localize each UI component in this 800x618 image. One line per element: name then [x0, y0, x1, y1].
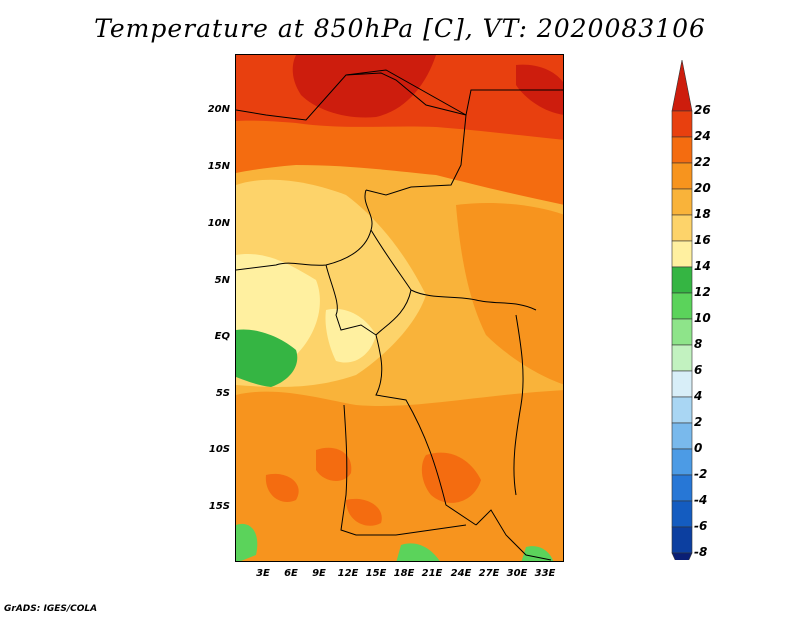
- colorbar-label: 24: [694, 129, 711, 143]
- colorbar-label: -4: [694, 493, 708, 507]
- colorbar-label: 26: [694, 103, 711, 117]
- colorbar-segment: [671, 162, 693, 190]
- colorbar-label: 14: [694, 259, 711, 273]
- colorbar-segment: [671, 266, 693, 294]
- lat-label: 15S: [208, 501, 230, 512]
- lon-label: 24E: [450, 568, 472, 579]
- credit-text: GrADS: IGES/COLA: [4, 604, 98, 614]
- lat-label: 20N: [207, 104, 230, 115]
- colorbar-label: 10: [694, 311, 711, 325]
- colorbar: [671, 60, 693, 560]
- colorbar-segment: [671, 214, 693, 242]
- colorbar-segment: [671, 448, 693, 476]
- colorbar-segment: [671, 292, 693, 320]
- colorbar-label: 16: [694, 233, 711, 247]
- colorbar-label: 6: [694, 363, 703, 377]
- colorbar-segment: [671, 474, 693, 502]
- lon-label: 27E: [478, 568, 500, 579]
- lat-label: 10N: [207, 218, 230, 229]
- colorbar-label: 20: [694, 181, 711, 195]
- colorbar-label: 22: [694, 155, 711, 169]
- lon-label: 3E: [256, 568, 270, 579]
- colorbar-segment: [671, 552, 693, 560]
- colorbar-segment: [671, 60, 693, 112]
- lat-label: EQ: [214, 331, 230, 342]
- lon-label: 21E: [421, 568, 443, 579]
- lat-label: 5N: [214, 275, 230, 286]
- colorbar-segment: [671, 526, 693, 554]
- lon-label: 12E: [337, 568, 359, 579]
- lon-label: 9E: [312, 568, 326, 579]
- colorbar-segment: [671, 500, 693, 528]
- colorbar-label: 12: [694, 285, 711, 299]
- lon-label: 6E: [284, 568, 298, 579]
- colorbar-segment: [671, 396, 693, 424]
- colorbar-label: 0: [694, 441, 703, 455]
- temperature-map: [235, 54, 564, 562]
- colorbar-segment: [671, 240, 693, 268]
- lon-label: 30E: [506, 568, 528, 579]
- colorbar-segment: [671, 136, 693, 164]
- lat-label: 10S: [208, 444, 230, 455]
- colorbar-label: -6: [694, 519, 708, 533]
- lat-label: 5S: [215, 388, 230, 399]
- map-title: Temperature at 850hPa [C], VT: 202008310…: [94, 14, 706, 43]
- lon-label: 18E: [393, 568, 415, 579]
- lon-label: 15E: [365, 568, 387, 579]
- lon-label: 33E: [534, 568, 556, 579]
- colorbar-label: 8: [694, 337, 703, 351]
- colorbar-label: -8: [694, 545, 708, 559]
- colorbar-segment: [671, 344, 693, 372]
- lat-label: 15N: [207, 161, 230, 172]
- colorbar-label: 18: [694, 207, 711, 221]
- colorbar-segment: [671, 422, 693, 450]
- colorbar-segment: [671, 188, 693, 216]
- colorbar-label: -2: [694, 467, 708, 481]
- colorbar-label: 4: [694, 389, 703, 403]
- colorbar-segment: [671, 318, 693, 346]
- colorbar-segment: [671, 370, 693, 398]
- colorbar-segment: [671, 110, 693, 138]
- colorbar-label: 2: [694, 415, 703, 429]
